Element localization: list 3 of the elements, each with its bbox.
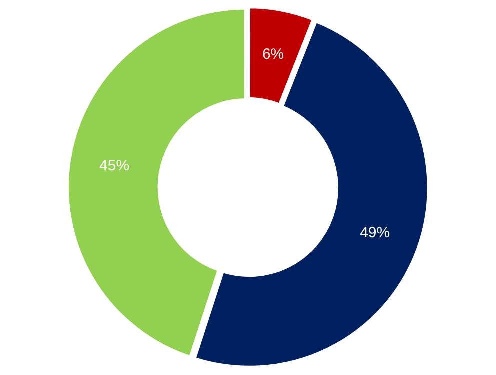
data-label: 45% — [100, 158, 130, 175]
data-label: 49% — [360, 224, 390, 242]
data-label: 6% — [262, 46, 284, 63]
